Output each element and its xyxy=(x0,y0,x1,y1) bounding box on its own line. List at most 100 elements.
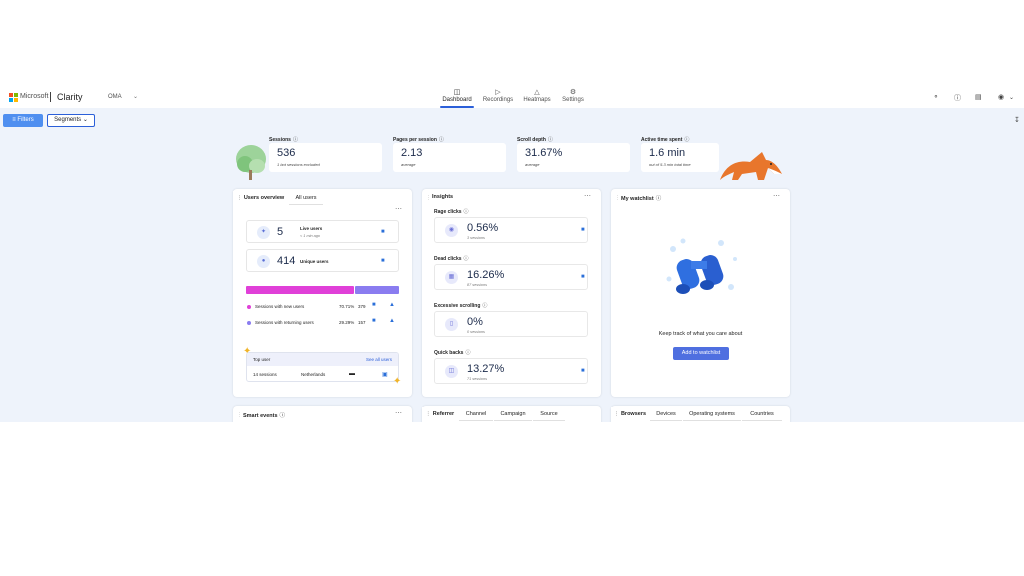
info-icon[interactable]: ⓘ xyxy=(438,137,444,143)
app-name: Clarity xyxy=(57,92,83,102)
smart-events-title: Smart events ⓘ xyxy=(243,413,286,419)
video-icon[interactable]: ■ xyxy=(372,318,376,324)
returning-users-label: Sessions with returning users xyxy=(255,320,314,325)
tree-illustration xyxy=(236,145,266,180)
sparkle-icon: ✦ xyxy=(393,376,402,387)
info-icon[interactable]: ⓘ xyxy=(684,137,690,143)
excessive-scrolling-box[interactable]: ▯ 0% 0 sessions xyxy=(434,311,588,337)
share-icon[interactable]: ⚬ xyxy=(933,94,939,101)
video-icon[interactable]: ▣ xyxy=(382,372,388,378)
filters-button[interactable]: ≡ Filters xyxy=(3,114,43,127)
video-icon[interactable]: ■ xyxy=(372,302,376,308)
top-user-panel: Top user See all users 14 sessions Nethe… xyxy=(246,352,399,382)
unique-users-row: ● 414 Unique users ■ xyxy=(246,249,399,272)
settings-icon: ⚙ xyxy=(569,89,577,96)
drag-handle-icon[interactable]: ⋮ xyxy=(613,411,619,417)
info-icon[interactable]: ⓘ xyxy=(482,303,488,309)
video-icon[interactable]: ■ xyxy=(381,258,385,264)
quick-backs-label: Quick backs ⓘ xyxy=(434,350,471,356)
quick-backs-value: 13.27% xyxy=(467,363,505,375)
microsoft-logo-icon xyxy=(9,93,18,102)
quick-backs-box[interactable]: ◫ 13.27% 71 sessions ■ xyxy=(434,358,588,384)
download-icon[interactable]: ↧ xyxy=(1014,117,1020,124)
unique-users-label: Unique users xyxy=(300,259,329,264)
top-user-header: Top user See all users xyxy=(247,353,398,366)
help-icon[interactable]: ⓘ xyxy=(954,95,961,102)
video-icon[interactable]: ■ xyxy=(581,274,585,280)
watchlist-title: My watchlist ⓘ xyxy=(621,196,662,202)
rage-clicks-box[interactable]: ◉ 0.56% 3 sessions ■ xyxy=(434,217,588,243)
quick-backs-icon: ◫ xyxy=(445,365,458,378)
info-icon[interactable]: ⓘ xyxy=(292,137,298,143)
drag-handle-icon[interactable]: ⋮ xyxy=(236,195,242,201)
drag-handle-icon[interactable]: ⋮ xyxy=(425,411,431,417)
more-options-icon[interactable]: ⋯ xyxy=(395,206,402,213)
app-body: ≡ Filters Segments ⌄ ↧ Sessions ⓘ 536 1 b… xyxy=(0,108,1024,422)
returning-users-count: 157 xyxy=(358,320,366,325)
tab-countries[interactable]: Countries xyxy=(742,407,782,421)
new-users-bar[interactable] xyxy=(246,286,354,294)
stat-card-active: 1.6 min out of 5.3 min total time xyxy=(641,143,719,172)
heatmap-icon[interactable]: ▲ xyxy=(389,318,395,324)
unique-users-value: 414 xyxy=(277,255,296,267)
nav-settings[interactable]: ⚙ Settings xyxy=(560,88,586,108)
nav-dashboard-label: Dashboard xyxy=(442,97,472,103)
add-to-watchlist-button[interactable]: Add to watchlist xyxy=(673,347,729,360)
chevron-down-icon: ⌄ xyxy=(82,117,88,123)
tab-users-overview[interactable]: ⋮ Users overview xyxy=(233,191,288,205)
nav-dashboard[interactable]: ◫ Dashboard xyxy=(440,88,474,108)
account-icon[interactable]: ◉ xyxy=(998,94,1005,101)
live-users-value: 5 xyxy=(277,226,284,238)
brand-divider xyxy=(50,92,51,102)
top-user-title: Top user xyxy=(253,357,271,362)
video-icon[interactable]: ■ xyxy=(581,368,585,374)
project-selector[interactable]: OMA xyxy=(108,94,122,100)
more-options-icon[interactable]: ⋯ xyxy=(395,410,402,417)
insights-title: Insights xyxy=(432,194,454,200)
drag-handle-icon[interactable]: ⋮ xyxy=(615,195,620,201)
info-icon[interactable]: ⓘ xyxy=(655,196,662,202)
video-icon[interactable]: ■ xyxy=(581,227,585,233)
segments-button[interactable]: Segments ⌄ xyxy=(47,114,95,127)
info-icon[interactable]: ⓘ xyxy=(463,209,469,215)
more-options-icon[interactable]: ⋯ xyxy=(773,193,780,200)
desktop-icon: ▬ xyxy=(349,371,355,377)
tab-channel[interactable]: Channel xyxy=(459,407,493,421)
top-user-country: Netherlands xyxy=(301,372,326,377)
microsoft-label: Microsoft xyxy=(20,93,49,100)
live-users-label: Live users xyxy=(300,226,323,231)
tab-browsers[interactable]: ⋮ Browsers xyxy=(611,407,649,421)
info-icon[interactable]: ⓘ xyxy=(279,413,286,419)
nav-recordings[interactable]: ▷ Recordings xyxy=(482,88,514,108)
quick-backs-sub: 71 sessions xyxy=(467,377,488,381)
tab-campaign[interactable]: Campaign xyxy=(494,407,532,421)
stat-label-scroll: Scroll depth ⓘ xyxy=(517,137,553,143)
stat-value: 2.13 xyxy=(401,147,423,159)
drag-handle-icon[interactable]: ⋮ xyxy=(426,195,431,201)
more-options-icon[interactable]: ⋯ xyxy=(584,193,591,200)
video-icon[interactable]: ■ xyxy=(381,229,385,235)
info-icon[interactable]: ⓘ xyxy=(465,350,471,356)
tab-referrer[interactable]: ⋮ Referrer xyxy=(422,407,458,421)
see-all-users-link[interactable]: See all users xyxy=(366,357,393,362)
tab-source[interactable]: Source xyxy=(533,407,565,421)
new-users-pct: 70.71% xyxy=(339,304,355,309)
info-icon[interactable]: ⓘ xyxy=(547,137,553,143)
nav-heatmaps[interactable]: △ Heatmaps xyxy=(522,88,552,108)
insights-card: ⋮ Insights ⋯ Rage clicks ⓘ ◉ 0.56% 3 sess… xyxy=(422,189,601,397)
heatmap-icon[interactable]: ▲ xyxy=(389,302,395,308)
returning-users-bar[interactable] xyxy=(355,286,399,294)
heatmaps-icon: △ xyxy=(534,89,540,96)
rage-clicks-icon: ◉ xyxy=(445,224,458,237)
drag-handle-icon[interactable]: ⋮ xyxy=(237,412,242,418)
info-icon[interactable]: ⓘ xyxy=(463,256,469,262)
dead-clicks-label: Dead clicks ⓘ xyxy=(434,256,469,262)
tab-devices[interactable]: Devices xyxy=(650,407,682,421)
chevron-down-icon[interactable]: ⌄ xyxy=(1009,95,1015,101)
tab-all-users[interactable]: All users xyxy=(289,191,323,205)
tab-operating-systems[interactable]: Operating systems xyxy=(683,407,741,421)
dead-clicks-box[interactable]: ▦ 16.26% 87 sessions ■ xyxy=(434,264,588,290)
chevron-down-icon[interactable]: ⌄ xyxy=(133,94,139,100)
live-users-sub: < 1 min ago xyxy=(300,234,320,238)
document-icon[interactable]: ▤ xyxy=(975,94,982,101)
